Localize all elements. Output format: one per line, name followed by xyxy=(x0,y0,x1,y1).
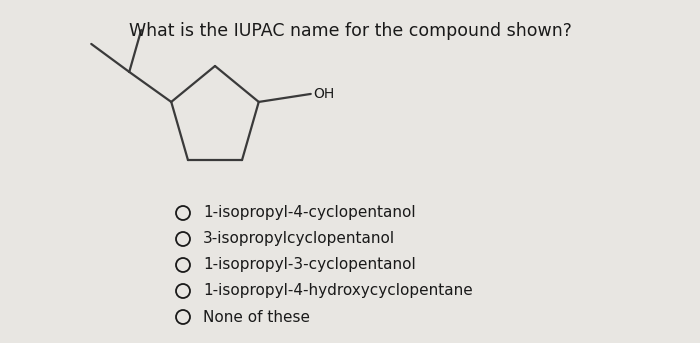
Text: OH: OH xyxy=(314,87,335,101)
Text: What is the IUPAC name for the compound shown?: What is the IUPAC name for the compound … xyxy=(129,22,571,40)
Text: 1-isopropyl-4-hydroxycyclopentane: 1-isopropyl-4-hydroxycyclopentane xyxy=(203,284,473,298)
Text: None of these: None of these xyxy=(203,309,310,324)
Text: 1-isopropyl-3-cyclopentanol: 1-isopropyl-3-cyclopentanol xyxy=(203,258,416,272)
Text: 1-isopropyl-4-cyclopentanol: 1-isopropyl-4-cyclopentanol xyxy=(203,205,416,221)
Text: 3-isopropylcyclopentanol: 3-isopropylcyclopentanol xyxy=(203,232,395,247)
